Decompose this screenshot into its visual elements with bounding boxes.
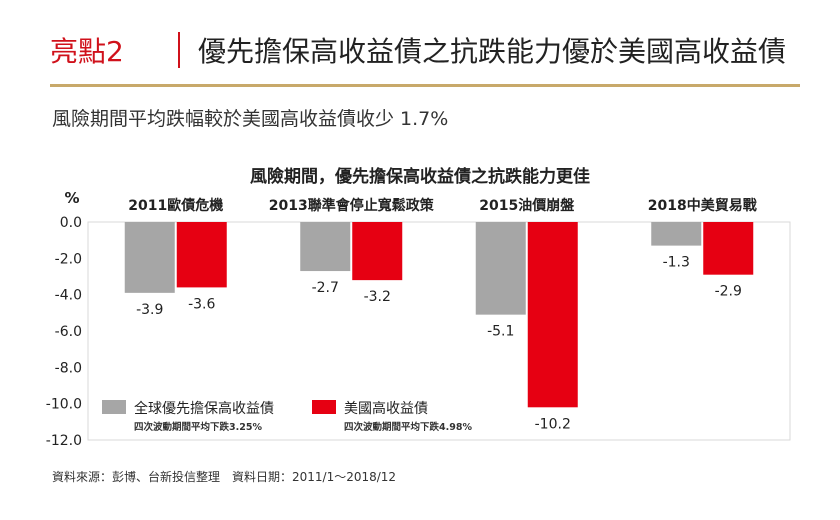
data-label: -3.6 [188, 296, 215, 312]
y-tick-label: -4.0 [55, 288, 82, 304]
bar-series-1 [300, 222, 351, 272]
bar-series-1 [124, 222, 175, 293]
y-tick-label: -2.0 [55, 251, 82, 267]
header-divider [178, 32, 180, 68]
legend-label-series-2: 美國高收益債 [344, 401, 428, 417]
header: 亮點2 優先擔保高收益債之抗跌能力優於美國高收益債 [50, 22, 800, 84]
category-label: 2015油價崩盤 [479, 197, 575, 214]
data-label: -10.2 [535, 416, 571, 432]
y-tick-label: -10.0 [46, 397, 82, 413]
plot-frame [87, 221, 791, 441]
category-label: 2011歐債危機 [128, 197, 223, 214]
y-tick-label: -12.0 [46, 433, 82, 449]
y-tick-label: -8.0 [55, 360, 82, 376]
legend-swatch-series-2 [312, 400, 336, 414]
bar-series-2 [352, 222, 403, 281]
data-label: -1.3 [663, 255, 690, 271]
highlight-tag: 亮點2 [50, 35, 124, 68]
legend-note-series-2: 四次波動期間平均下跌4.98% [344, 422, 472, 433]
bar-series-2 [527, 222, 578, 408]
subtitle: 風險期間平均跌幅較於美國高收益債收少 1.7% [52, 108, 449, 130]
legend-note-series-1: 四次波動期間平均下跌3.25% [134, 422, 262, 433]
data-label: -2.9 [715, 284, 742, 300]
data-label: -2.7 [312, 280, 339, 296]
data-label: -3.9 [136, 302, 163, 318]
bar-series-1 [651, 222, 702, 246]
bar-series-2 [703, 222, 754, 275]
y-axis-unit: % [64, 189, 79, 207]
legend-swatch-series-1 [102, 400, 126, 414]
title-underline [50, 84, 800, 87]
bar-series-2 [176, 222, 227, 288]
page-title: 優先擔保高收益債之抗跌能力優於美國高收益債 [198, 35, 787, 68]
legend-label-series-1: 全球優先擔保高收益債 [134, 401, 274, 417]
data-label: -5.1 [487, 324, 514, 340]
y-tick-label: 0.0 [60, 215, 82, 231]
bar-series-1 [475, 222, 526, 315]
category-label: 2013聯準會停止寬鬆政策 [269, 197, 435, 214]
category-label: 2018中美貿易戰 [648, 197, 757, 214]
chart-title: 風險期間，優先擔保高收益債之抗跌能力更佳 [250, 167, 590, 187]
data-label: -3.2 [364, 289, 391, 305]
source-note: 資料來源：彭博、台新投信整理 資料日期：2011/1～2018/12 [52, 470, 397, 484]
y-tick-label: -6.0 [55, 324, 82, 340]
